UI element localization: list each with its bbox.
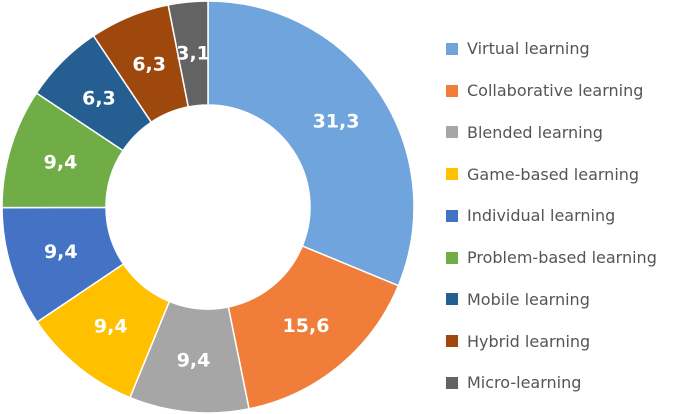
legend-swatch [446, 376, 458, 389]
legend-swatch [446, 251, 458, 264]
data-label-problem-based-learning: 9,4 [44, 152, 78, 174]
data-label-blended-learning: 9,4 [177, 349, 211, 371]
legend-item-game-based-learning: Game-based learning [446, 153, 657, 195]
data-label-micro-learning: 3,1 [176, 43, 210, 65]
data-label-hybrid-learning: 6,3 [132, 54, 166, 76]
donut-chart: 31,3 15,6 9,4 9,4 9,4 9,4 6,3 6,3 3,1 [1, 0, 415, 414]
legend-item-collaborative-learning: Collaborative learning [446, 70, 657, 112]
legend-item-micro-learning: Micro-learning [446, 362, 657, 404]
donut-slices [1, 0, 415, 414]
data-label-individual-learning: 9,4 [44, 241, 78, 263]
legend-label: Mobile learning [467, 289, 590, 309]
legend-label: Individual learning [467, 206, 616, 226]
data-label-virtual-learning: 31,3 [313, 110, 360, 132]
legend-label: Hybrid learning [467, 331, 591, 351]
legend-swatch [446, 293, 458, 306]
legend-item-mobile-learning: Mobile learning [446, 279, 657, 321]
data-label-collaborative-learning: 15,6 [283, 315, 330, 337]
legend-label: Virtual learning [467, 39, 590, 59]
data-label-mobile-learning: 6,3 [82, 87, 116, 109]
legend-swatch [446, 168, 458, 181]
legend-swatch [446, 84, 458, 97]
legend-swatch [446, 126, 458, 139]
legend-item-individual-learning: Individual learning [446, 195, 657, 237]
legend-label: Micro-learning [467, 373, 582, 393]
legend-item-problem-based-learning: Problem-based learning [446, 237, 657, 279]
data-label-game-based-learning: 9,4 [94, 315, 128, 337]
legend-item-blended-learning: Blended learning [446, 112, 657, 154]
legend-swatch [446, 209, 458, 222]
legend-item-hybrid-learning: Hybrid learning [446, 320, 657, 362]
legend-item-virtual-learning: Virtual learning [446, 28, 657, 70]
legend-label: Collaborative learning [467, 81, 644, 101]
legend-swatch [446, 42, 458, 55]
slice-micro-learning [167, 0, 209, 108]
slice-virtual-learning [207, 0, 415, 287]
legend-label: Blended learning [467, 122, 603, 142]
data-labels: 31,3 15,6 9,4 9,4 9,4 9,4 6,3 6,3 3,1 [44, 43, 360, 372]
legend-swatch [446, 335, 458, 348]
legend-label: Problem-based learning [467, 248, 657, 268]
chart-legend: Virtual learning Collaborative learning Bl… [446, 28, 657, 404]
slice-collaborative-learning [227, 244, 400, 410]
legend-label: Game-based learning [467, 164, 640, 184]
